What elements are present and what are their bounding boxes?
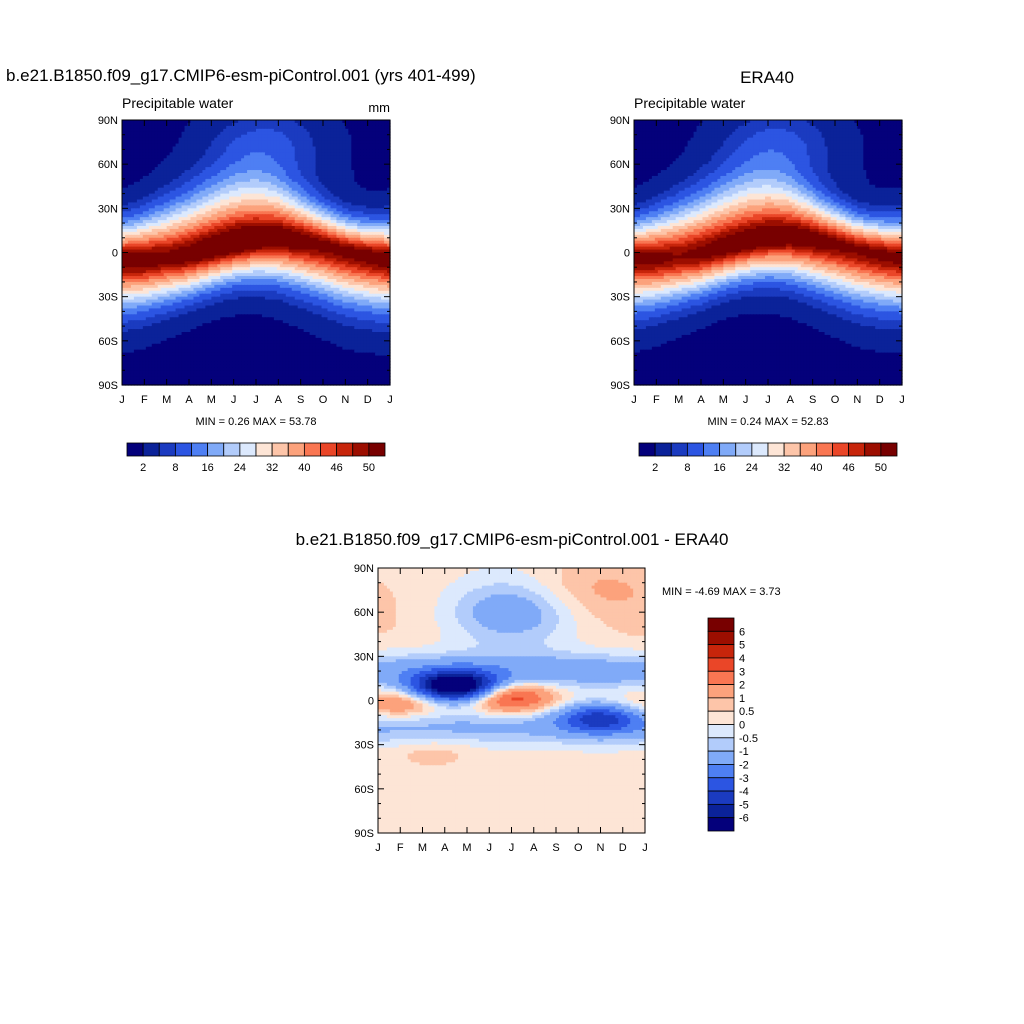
model-subtitle: Precipitable water bbox=[122, 95, 234, 111]
figure: b.e21.B1850.f09_g17.CMIP6-esm-piControl.… bbox=[0, 0, 1024, 1024]
model-contour-plot bbox=[122, 120, 391, 386]
model-units: mm bbox=[368, 100, 390, 115]
model-title: b.e21.B1850.f09_g17.CMIP6-esm-piControl.… bbox=[6, 66, 476, 85]
panel-model: b.e21.B1850.f09_g17.CMIP6-esm-piControl.… bbox=[6, 66, 476, 474]
